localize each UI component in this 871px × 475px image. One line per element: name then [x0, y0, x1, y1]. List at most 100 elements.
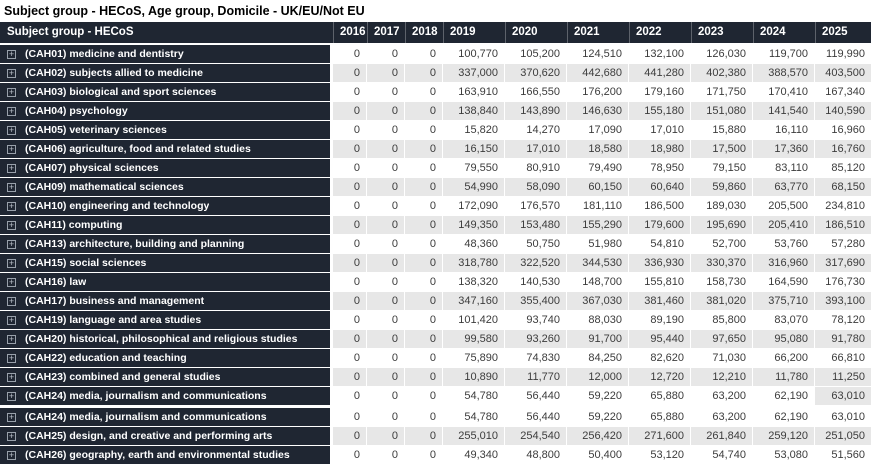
- expand-plus-icon[interactable]: +: [7, 333, 16, 344]
- expand-plus-icon[interactable]: +: [7, 162, 16, 173]
- expand-plus-icon[interactable]: +: [7, 276, 16, 287]
- value-cell: 234,810: [815, 197, 871, 215]
- value-cell: 0: [333, 311, 367, 329]
- table-row: + (CAH23) combined and general studies 0 0 0…: [0, 368, 871, 386]
- column-header-2022[interactable]: 2022: [629, 22, 691, 43]
- table-row: + (CAH19) language and area studies 0 0 0 101…: [0, 311, 871, 329]
- column-header-2021[interactable]: 2021: [567, 22, 629, 43]
- table-row: + (CAH22) education and teaching 0 0 0 75,890…: [0, 349, 871, 367]
- value-cell: 370,620: [505, 64, 567, 82]
- value-cell: 179,600: [629, 216, 691, 234]
- expand-plus-icon[interactable]: +: [7, 257, 16, 268]
- row-header-cell[interactable]: + (CAH22) education and teaching: [0, 349, 333, 367]
- value-cell: 0: [367, 178, 405, 196]
- row-label: (CAH16) law: [25, 276, 87, 288]
- row-header-label[interactable]: Subject group - HECoS: [7, 26, 134, 38]
- row-label: (CAH01) medicine and dentistry: [25, 48, 184, 60]
- expand-plus-icon[interactable]: +: [7, 67, 16, 78]
- value-cell: 60,640: [629, 178, 691, 196]
- value-cell: 54,780: [443, 408, 505, 426]
- row-header-cell[interactable]: + (CAH01) medicine and dentistry: [0, 45, 333, 63]
- table-row: + (CAH24) media, journalism and communica…: [0, 387, 871, 405]
- column-header-2019[interactable]: 2019: [443, 22, 505, 43]
- row-header-cell[interactable]: + (CAH06) agriculture, food and related s…: [0, 140, 333, 158]
- value-cell: 0: [333, 102, 367, 120]
- row-label: (CAH19) language and area studies: [25, 314, 202, 326]
- expand-plus-icon[interactable]: +: [7, 449, 16, 460]
- table-row: + (CAH15) social sciences 0 0 0 318,780 322,52…: [0, 254, 871, 272]
- value-cell: 0: [405, 311, 443, 329]
- row-header-cell[interactable]: + (CAH07) physical sciences: [0, 159, 333, 177]
- value-cell: 176,570: [505, 197, 567, 215]
- expand-plus-icon[interactable]: +: [7, 295, 16, 306]
- expand-plus-icon[interactable]: +: [7, 105, 16, 116]
- expand-plus-icon[interactable]: +: [7, 430, 16, 441]
- value-cell: 0: [405, 140, 443, 158]
- value-cell: 0: [333, 216, 367, 234]
- value-cell: 12,210: [691, 368, 753, 386]
- value-cell: 0: [405, 330, 443, 348]
- column-header-2016[interactable]: 2016: [333, 22, 367, 43]
- expand-plus-icon[interactable]: +: [7, 124, 16, 135]
- table-row: + (CAH09) mathematical sciences 0 0 0 54,990 5…: [0, 178, 871, 196]
- value-cell: 0: [405, 408, 443, 426]
- row-header-cell[interactable]: + (CAH24) media, journalism and communica…: [0, 387, 333, 405]
- value-cell: 0: [333, 121, 367, 139]
- row-label: (CAH15) social sciences: [25, 257, 147, 269]
- row-header-cell[interactable]: + (CAH19) language and area studies: [0, 311, 333, 329]
- row-header-cell[interactable]: + (CAH24) media, journalism and communica…: [0, 408, 333, 426]
- value-cell: 17,010: [505, 140, 567, 158]
- expand-plus-icon[interactable]: +: [7, 48, 16, 59]
- row-header-cell[interactable]: + (CAH13) architecture, building and plan…: [0, 235, 333, 253]
- expand-plus-icon[interactable]: +: [7, 200, 16, 211]
- expand-plus-icon[interactable]: +: [7, 238, 16, 249]
- table-row: + (CAH07) physical sciences 0 0 0 79,550 80,91…: [0, 159, 871, 177]
- value-cell: 0: [367, 387, 405, 405]
- value-cell: 254,540: [505, 427, 567, 445]
- value-cell: 85,800: [691, 311, 753, 329]
- value-cell: 18,580: [567, 140, 629, 158]
- row-label: (CAH23) combined and general studies: [25, 371, 221, 383]
- column-header-2025[interactable]: 2025: [815, 22, 871, 43]
- expand-plus-icon[interactable]: +: [7, 352, 16, 363]
- column-header-2017[interactable]: 2017: [367, 22, 405, 43]
- row-header-cell[interactable]: + (CAH09) mathematical sciences: [0, 178, 333, 196]
- value-cell: 0: [367, 83, 405, 101]
- row-header-cell[interactable]: + (CAH10) engineering and technology: [0, 197, 333, 215]
- row-header-cell[interactable]: + (CAH17) business and management: [0, 292, 333, 310]
- row-header-cell[interactable]: + (CAH04) psychology: [0, 102, 333, 120]
- expand-plus-icon[interactable]: +: [7, 86, 16, 97]
- value-cell: 186,510: [815, 216, 871, 234]
- value-cell: 16,150: [443, 140, 505, 158]
- row-header-cell[interactable]: + (CAH26) geography, earth and environmen…: [0, 446, 333, 464]
- table-row: + (CAH04) psychology 0 0 0 138,840 143,890 146,…: [0, 102, 871, 120]
- row-header-cell[interactable]: + (CAH20) historical, philosophical and r…: [0, 330, 333, 348]
- value-cell: 256,420: [567, 427, 629, 445]
- value-cell: 51,980: [567, 235, 629, 253]
- column-header-2024[interactable]: 2024: [753, 22, 815, 43]
- expand-plus-icon[interactable]: +: [7, 181, 16, 192]
- row-header-cell[interactable]: + (CAH23) combined and general studies: [0, 368, 333, 386]
- row-header-cell[interactable]: + (CAH25) design, and creative and perfor…: [0, 427, 333, 445]
- row-header-cell[interactable]: + (CAH15) social sciences: [0, 254, 333, 272]
- expand-plus-icon[interactable]: +: [7, 371, 16, 382]
- expand-plus-icon[interactable]: +: [7, 143, 16, 154]
- row-label: (CAH26) geography, earth and environment…: [25, 449, 290, 461]
- expand-plus-icon[interactable]: +: [7, 390, 16, 401]
- column-header-2020[interactable]: 2020: [505, 22, 567, 43]
- row-header-cell[interactable]: + (CAH11) computing: [0, 216, 333, 234]
- expand-plus-icon[interactable]: +: [7, 314, 16, 325]
- value-cell: 59,860: [691, 178, 753, 196]
- table-row: + (CAH26) geography, earth and environmen…: [0, 446, 871, 464]
- column-header-2018[interactable]: 2018: [405, 22, 443, 43]
- expand-plus-icon[interactable]: +: [7, 219, 16, 230]
- row-header-cell[interactable]: + (CAH16) law: [0, 273, 333, 291]
- row-header-cell[interactable]: + (CAH05) veterinary sciences: [0, 121, 333, 139]
- table-row: + (CAH06) agriculture, food and related s…: [0, 140, 871, 158]
- row-header-cell[interactable]: + (CAH02) subjects allied to medicine: [0, 64, 333, 82]
- value-cell: 158,730: [691, 273, 753, 291]
- row-header-cell[interactable]: + (CAH03) biological and sport sciences: [0, 83, 333, 101]
- matrix-table: Subject group - HECoS 2016 2017 2018 2019 20…: [0, 22, 871, 464]
- column-header-2023[interactable]: 2023: [691, 22, 753, 43]
- expand-plus-icon[interactable]: +: [7, 411, 16, 422]
